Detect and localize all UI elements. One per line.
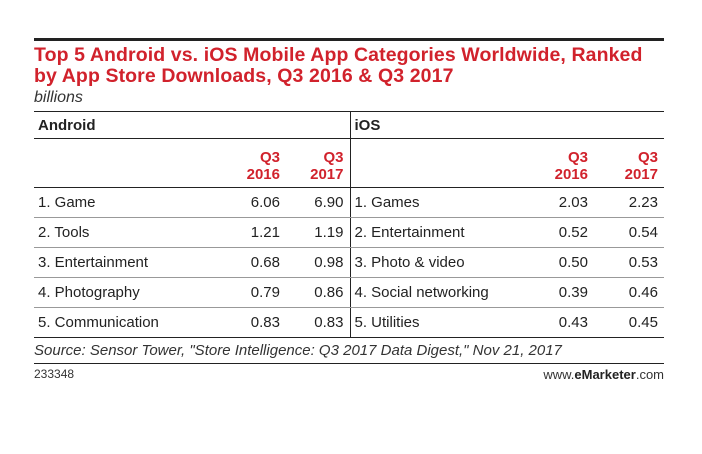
android-value-cell: 1.19 [286,217,350,248]
android-category-cell: 4. Photography [34,277,232,308]
android-value-cell: 6.90 [286,187,350,218]
chart-id: 233348 [34,367,75,381]
chart-subtitle: billions [34,89,83,106]
ios-value-cell: 0.45 [594,307,664,338]
android-category-cell: 3. Entertainment [34,247,232,278]
table-row: 5. Communication 0.83 0.83 5. Utilities 0.43… [34,307,664,338]
ios-value-cell: 0.53 [594,247,664,278]
ios-value-cell: 0.54 [594,217,664,248]
android-value-cell: 6.06 [232,187,286,218]
table-body: 1. Game 6.06 6.90 1. Games 2.03 2.23 2. Tools 1… [34,187,664,338]
ios-value-cell: 2.23 [594,187,664,218]
footer: 233348 www.eMarketer.com [34,363,664,382]
ios-value-cell: 0.39 [528,277,594,308]
android-value-cell: 0.68 [232,247,286,278]
android-value-cell: 0.98 [286,247,350,278]
table-row: 4. Photography 0.79 0.86 4. Social networki… [34,277,664,308]
ios-value-cell: 0.46 [594,277,664,308]
android-value-cell: 0.86 [286,277,350,308]
ios-col-header: Q3 2017 [594,138,664,188]
ios-category-header [349,138,528,188]
android-col-header: Q3 2016 [232,138,286,188]
android-section-header: Android [34,111,350,139]
ios-value-cell: 2.03 [528,187,594,218]
android-col-header: Q3 2017 [286,138,350,188]
chart-container: Top 5 Android vs. iOS Mobile App Categor… [34,38,664,382]
brand-link[interactable]: www.eMarketer.com [543,367,664,382]
top-rule [34,38,664,41]
table-row: 3. Entertainment 0.68 0.98 3. Photo & video… [34,247,664,278]
android-category-cell: 2. Tools [34,217,232,248]
ios-category-cell: 5. Utilities [349,307,528,338]
ios-category-cell: 4. Social networking [349,277,528,308]
android-category-header [34,138,232,188]
brand-suffix: .com [635,367,664,382]
column-header-part: Q3 [259,149,280,166]
ios-value-cell: 0.43 [528,307,594,338]
ios-value-cell: 0.52 [528,217,594,248]
ios-col-header: Q3 2016 [528,138,594,188]
ios-category-cell: 1. Games [349,187,528,218]
column-header-part: Q3 [323,149,344,166]
ios-value-cell: 0.50 [528,247,594,278]
ios-category-cell: 3. Photo & video [349,247,528,278]
column-header-part: 2017 [310,166,344,183]
brand-prefix: www. [543,367,575,382]
android-category-cell: 1. Game [34,187,232,218]
column-header-part: 2016 [554,166,588,183]
column-header-part: 2017 [624,166,658,183]
column-header-part: 2016 [246,166,280,183]
table-row: 1. Game 6.06 6.90 1. Games 2.03 2.23 [34,187,664,218]
android-value-cell: 0.79 [232,277,286,308]
brand-name: eMarketer [574,367,636,382]
column-header-part: Q3 [567,149,588,166]
column-header-part: Q3 [637,149,658,166]
ios-category-cell: 2. Entertainment [349,217,528,248]
android-value-cell: 0.83 [232,307,286,338]
data-table: Android iOS Q3 2016 Q3 2017 Q3 2016 Q3 2017 … [34,111,664,338]
source-note: Source: Sensor Tower, "Store Intelligenc… [34,342,562,359]
chart-title: Top 5 Android vs. iOS Mobile App Categor… [34,44,643,87]
android-value-cell: 1.21 [232,217,286,248]
table-row: 2. Tools 1.21 1.19 2. Entertainment 0.52 0.54 [34,217,664,248]
ios-section-header: iOS [349,111,664,139]
android-value-cell: 0.83 [286,307,350,338]
android-category-cell: 5. Communication [34,307,232,338]
